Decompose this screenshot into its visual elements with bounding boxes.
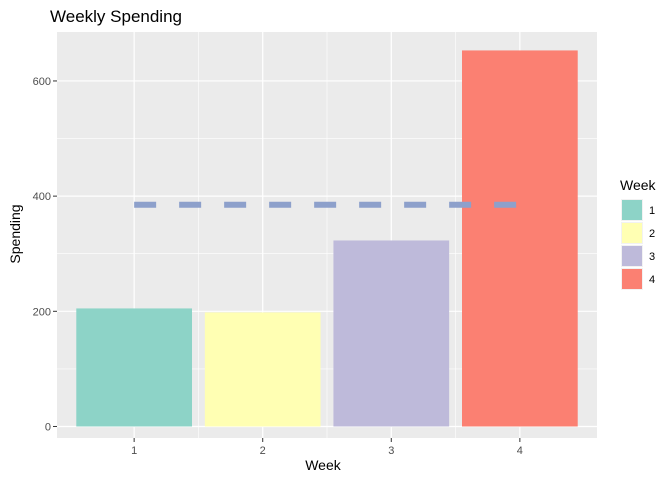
bar-week-4 — [462, 50, 578, 427]
legend-label: 4 — [649, 274, 655, 286]
x-axis-title: Week — [305, 457, 342, 473]
bar-week-1 — [76, 308, 192, 427]
legend-label: 2 — [649, 228, 655, 240]
x-tick-label: 4 — [517, 445, 523, 457]
y-tick-label: 600 — [33, 76, 51, 88]
legend-swatch — [622, 223, 642, 243]
legend-label: 1 — [649, 205, 655, 217]
chart-title: Weekly Spending — [50, 7, 182, 26]
legend-swatch — [622, 246, 642, 266]
x-axis-ticks: 1 2 3 4 — [131, 438, 523, 457]
legend-label: 3 — [649, 251, 655, 263]
legend: Week 1 2 3 4 — [620, 177, 657, 290]
y-axis-ticks: 0 200 400 600 — [33, 76, 57, 433]
x-tick-label: 1 — [131, 445, 137, 457]
legend-swatch — [622, 200, 642, 220]
bar-week-3 — [333, 240, 450, 427]
legend-title: Week — [620, 177, 657, 193]
y-axis-title: Spending — [7, 204, 23, 263]
bar-week-2 — [204, 312, 321, 427]
y-tick-label: 200 — [33, 306, 51, 318]
legend-swatch — [622, 269, 642, 289]
bars — [76, 50, 578, 427]
x-tick-label: 3 — [388, 445, 394, 457]
y-tick-label: 0 — [45, 421, 51, 433]
y-tick-label: 400 — [33, 191, 51, 203]
x-tick-label: 2 — [260, 445, 266, 457]
